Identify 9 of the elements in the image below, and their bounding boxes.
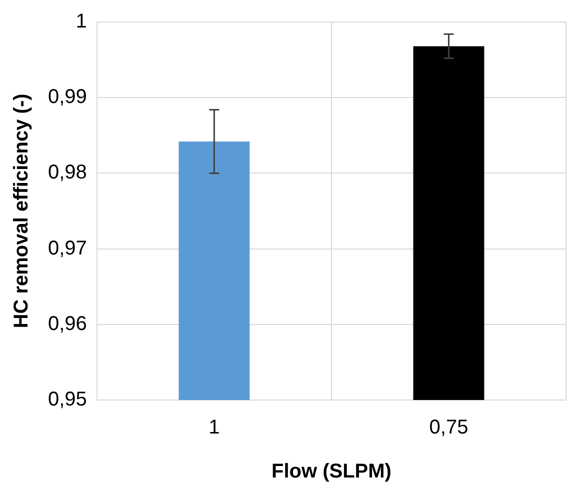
y-tick-label: 0,99 xyxy=(48,86,87,108)
y-tick-label: 0,96 xyxy=(48,312,87,335)
y-axis-title: HC removal efficiency (-) xyxy=(10,94,33,328)
x-axis-title: Flow (SLPM) xyxy=(271,460,392,483)
y-tick-label: 1 xyxy=(76,10,87,33)
y-tick-label: 0,97 xyxy=(48,237,87,260)
x-tick-label: 0,75 xyxy=(429,416,468,439)
y-tick-label: 0,98 xyxy=(48,162,87,184)
y-tick-label: 0,95 xyxy=(48,388,87,411)
